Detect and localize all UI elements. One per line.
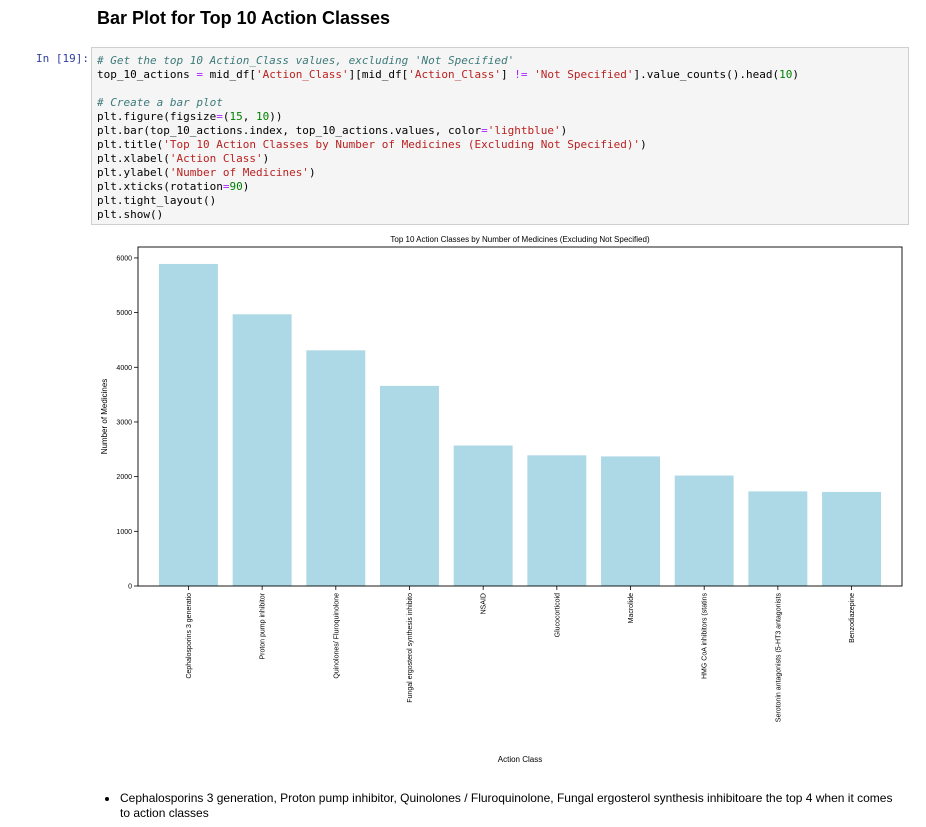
code-token: plt.bar(top_10_actions.index, top_10_act…	[97, 124, 482, 137]
bar	[453, 445, 513, 586]
code-token: ]	[501, 68, 515, 81]
x-tick-label: Quinolones/ Fluroquinolone	[333, 593, 340, 679]
code-token: =	[222, 180, 230, 193]
code-token: )	[242, 180, 250, 193]
code-token: 'Top 10 Action Classes by Number of Medi…	[163, 138, 641, 151]
code-token: ][mid_df[	[348, 68, 409, 81]
x-tick-label: Macrolide	[628, 593, 635, 623]
code-line: plt.figure(figsize=(15, 10))	[97, 110, 799, 124]
y-tick-label: 4000	[116, 365, 132, 372]
code-token: )	[640, 138, 647, 151]
code-token: 'Action_Class'	[408, 68, 501, 81]
note-item: Cephalosporins 3 generation, Proton pump…	[105, 791, 895, 821]
code-cell[interactable]: # Get the top 10 Action_Class values, ex…	[91, 47, 909, 225]
code-token: =	[216, 110, 223, 123]
bar	[158, 263, 218, 586]
y-tick-label: 0	[128, 584, 132, 591]
code-token: )	[308, 166, 316, 179]
x-tick-label: Fungal ergosterol synthesis inhibito	[407, 593, 414, 703]
x-axis-label: Action Class	[498, 755, 542, 764]
chart-output: Top 10 Action Classes by Number of Medic…	[92, 229, 912, 769]
code-token: 10	[255, 110, 270, 123]
code-token: =	[481, 124, 488, 137]
bar	[674, 475, 734, 586]
cell-prompt: In [19]:	[36, 52, 89, 65]
code-token: 'Not Specified'	[534, 68, 634, 81]
bar	[232, 314, 292, 586]
code-token: plt.xticks(rotation	[97, 180, 223, 193]
code-token: ))	[269, 110, 283, 123]
code-editor[interactable]: # Get the top 10 Action_Class values, ex…	[97, 54, 799, 222]
code-token: # Get the top 10 Action_Class values, ex…	[97, 54, 515, 67]
code-token: 15	[229, 110, 243, 123]
code-token: 'Action Class'	[169, 152, 263, 165]
y-tick-label: 3000	[116, 419, 132, 426]
code-token: 10	[779, 68, 793, 81]
code-line: plt.ylabel('Number of Medicines')	[97, 166, 799, 180]
code-token: mid_df[	[202, 68, 256, 81]
code-token: )	[560, 124, 568, 137]
code-token: )	[792, 68, 800, 81]
code-token: !=	[514, 68, 528, 81]
code-token: ].value_counts().head(	[633, 68, 780, 81]
x-tick-label: NSAID	[481, 593, 488, 614]
code-token: ,	[242, 110, 256, 123]
code-token: # Create a bar plot	[97, 96, 223, 109]
code-token: =	[196, 68, 203, 81]
y-axis-label: Number of Medicines	[100, 379, 109, 455]
y-tick-label: 5000	[116, 310, 132, 317]
code-token: )	[262, 152, 270, 165]
code-line: plt.tight_layout()	[97, 194, 799, 208]
x-tick-label: Cephalosporins 3 generatio	[186, 593, 193, 679]
code-token: top_10_actions	[97, 68, 197, 81]
code-line	[97, 82, 799, 96]
code-line: plt.bar(top_10_actions.index, top_10_act…	[97, 124, 799, 138]
bar	[822, 491, 882, 586]
code-token: plt.ylabel(	[97, 166, 170, 179]
code-token: 90	[229, 180, 243, 193]
code-line: plt.show()	[97, 208, 799, 222]
code-line: top_10_actions = mid_df['Action_Class'][…	[97, 68, 799, 82]
bar-chart: Top 10 Action Classes by Number of Medic…	[100, 235, 903, 764]
code-token: 'Action_Class'	[255, 68, 349, 81]
code-line: plt.xlabel('Action Class')	[97, 152, 799, 166]
code-line: plt.xticks(rotation=90)	[97, 180, 799, 194]
bar	[748, 491, 808, 586]
y-tick-label: 6000	[116, 255, 132, 262]
x-tick-label: HMG CoA inhibitors (statins	[702, 593, 709, 679]
code-token: plt.figure(figsize	[97, 110, 217, 123]
code-line: # Create a bar plot	[97, 96, 799, 110]
notes-list: Cephalosporins 3 generation, Proton pump…	[105, 791, 895, 821]
bar	[306, 350, 366, 586]
plot-frame	[137, 246, 903, 587]
code-token: plt.xlabel(	[97, 152, 170, 165]
code-token: 'lightblue'	[487, 124, 561, 137]
code-token: (	[222, 110, 230, 123]
code-line: # Get the top 10 Action_Class values, ex…	[97, 54, 799, 68]
code-line: plt.title('Top 10 Action Classes by Numb…	[97, 138, 799, 152]
y-tick-label: 1000	[116, 529, 132, 536]
x-tick-label: Glucocorticoid	[554, 593, 561, 637]
code-token: plt.tight_layout()	[97, 194, 217, 207]
x-tick-label: Benzodiazepine	[849, 593, 856, 643]
x-tick-label: Proton pump inhibitor	[260, 592, 267, 659]
code-token: plt.title(	[97, 138, 164, 151]
y-tick-label: 2000	[116, 474, 132, 481]
chart-title: Top 10 Action Classes by Number of Medic…	[390, 235, 650, 244]
code-token: 'Number of Medicines'	[169, 166, 309, 179]
section-heading: Bar Plot for Top 10 Action Classes	[97, 8, 391, 28]
bar	[380, 385, 439, 586]
bar	[527, 455, 587, 586]
x-tick-label: Serotonin antagonists (5-HT3 antagonists	[775, 593, 782, 723]
code-token: plt.show()	[97, 208, 164, 221]
bar	[601, 456, 660, 586]
